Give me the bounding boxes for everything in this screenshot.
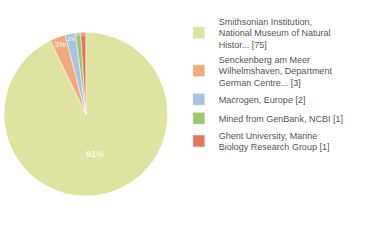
svg-text:Ghent University, MarineBiolog: Ghent University, MarineBiology Research… — [219, 131, 330, 153]
svg-text:Smithsonian Institution,Nation: Smithsonian Institution,National Museum … — [219, 17, 331, 50]
svg-text:Senckenberg am MeerWilhelmshav: Senckenberg am MeerWilhelmshaven, Depart… — [219, 55, 333, 88]
svg-text:3%: 3% — [54, 40, 65, 49]
svg-text:Mined from GenBank, NCBI [1]: Mined from GenBank, NCBI [1] — [219, 114, 343, 124]
svg-text:Macrogen, Europe [2]: Macrogen, Europe [2] — [219, 95, 306, 105]
svg-text:1%: 1% — [81, 33, 86, 37]
svg-text:91%: 91% — [86, 149, 104, 159]
svg-text:2%: 2% — [67, 36, 75, 42]
svg-text:1%: 1% — [76, 33, 81, 37]
